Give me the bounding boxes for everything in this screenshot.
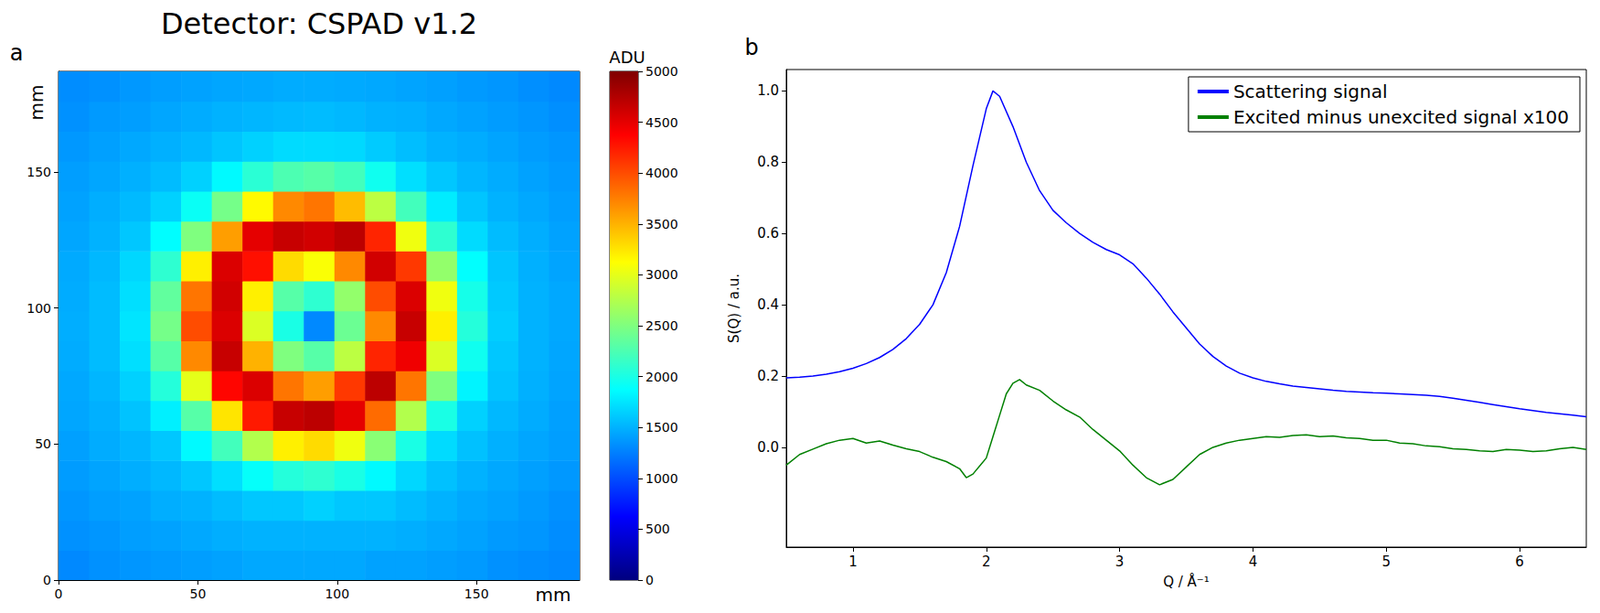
svg-text:3500: 3500: [645, 216, 679, 232]
svg-text:0.0: 0.0: [757, 438, 779, 456]
svg-text:6: 6: [1514, 553, 1525, 570]
svg-text:0: 0: [54, 586, 64, 601]
svg-text:Detector: CSPAD v1.2: Detector: CSPAD v1.2: [160, 6, 478, 42]
svg-text:mm: mm: [535, 583, 572, 606]
svg-text:2500: 2500: [645, 318, 679, 333]
svg-text:0.4: 0.4: [757, 296, 779, 313]
svg-text:Excited minus unexcited signal: Excited minus unexcited signal x100: [1233, 106, 1569, 128]
svg-text:1500: 1500: [645, 419, 679, 435]
svg-text:b: b: [744, 34, 758, 61]
svg-text:1: 1: [848, 553, 858, 570]
svg-text:5000: 5000: [645, 64, 679, 79]
svg-text:4: 4: [1248, 553, 1259, 570]
svg-text:150: 150: [26, 164, 52, 180]
svg-text:5: 5: [1381, 553, 1391, 570]
svg-text:S(Q) / a.u.: S(Q) / a.u.: [725, 273, 743, 343]
svg-text:0: 0: [645, 572, 654, 587]
svg-text:100: 100: [26, 300, 52, 316]
svg-text:mm: mm: [25, 85, 48, 121]
svg-text:50: 50: [34, 436, 52, 451]
svg-text:a: a: [10, 40, 24, 66]
svg-text:Q / Å⁻¹: Q / Å⁻¹: [1162, 572, 1210, 590]
svg-text:0.8: 0.8: [757, 153, 779, 171]
svg-text:0.2: 0.2: [757, 367, 779, 384]
svg-text:4000: 4000: [645, 165, 679, 181]
svg-text:3: 3: [1115, 553, 1125, 570]
svg-text:ADU: ADU: [608, 47, 645, 67]
svg-text:2000: 2000: [645, 369, 679, 384]
svg-text:0.6: 0.6: [757, 224, 779, 242]
svg-text:100: 100: [324, 586, 350, 601]
svg-text:50: 50: [189, 586, 206, 601]
svg-text:4500: 4500: [645, 115, 679, 130]
svg-text:500: 500: [645, 521, 671, 536]
svg-text:2: 2: [981, 553, 992, 570]
svg-text:150: 150: [464, 586, 490, 601]
svg-text:0: 0: [42, 572, 52, 587]
svg-text:3000: 3000: [645, 266, 679, 282]
svg-text:1000: 1000: [645, 470, 679, 486]
svg-text:1.0: 1.0: [757, 82, 779, 99]
svg-text:Scattering signal: Scattering signal: [1233, 80, 1388, 103]
